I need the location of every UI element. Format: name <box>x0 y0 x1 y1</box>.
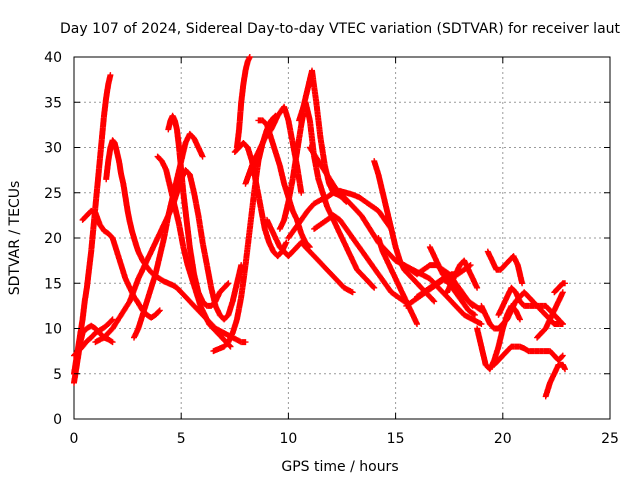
data-point-markers <box>255 117 313 251</box>
x-tick-label: 0 <box>70 431 79 447</box>
x-tick-label: 15 <box>387 431 405 447</box>
y-tick-label: 5 <box>53 367 62 383</box>
series-arc-9 <box>165 112 232 309</box>
series-arc-35 <box>551 280 568 296</box>
series-arc-31 <box>491 343 566 368</box>
x-tick-label: 25 <box>601 431 619 447</box>
y-tick-label: 40 <box>44 50 62 66</box>
series-arc-6 <box>92 167 245 346</box>
y-tick-label: 25 <box>44 186 62 202</box>
data-series <box>71 54 568 400</box>
data-point-markers <box>311 212 408 305</box>
series-arc-12 <box>231 140 290 260</box>
data-point-markers <box>79 207 163 321</box>
data-point-markers <box>484 248 526 287</box>
data-point-markers <box>542 361 568 400</box>
axis-ticks: 0 5 10 15 20 25 0 5 10 15 20 25 30 35 40 <box>44 50 619 447</box>
series-arc-14 <box>255 117 313 251</box>
x-tick-label: 10 <box>279 431 297 447</box>
y-tick-label: 10 <box>44 322 62 338</box>
y-tick-label: 30 <box>44 141 62 157</box>
series-arc-33 <box>534 289 566 341</box>
y-axis-label: SDTVAR / TECUs <box>7 181 23 296</box>
data-point-markers <box>551 280 568 296</box>
chart-title: Day 107 of 2024, Sidereal Day-to-day VTE… <box>60 21 621 37</box>
y-tick-label: 35 <box>44 95 62 111</box>
data-point-markers <box>264 216 356 296</box>
series-arc-15 <box>264 216 356 296</box>
series-arc-28 <box>484 248 526 287</box>
series-arc-32 <box>495 284 566 327</box>
y-tick-label: 15 <box>44 276 62 292</box>
data-point-markers <box>491 343 566 368</box>
x-tick-label: 5 <box>177 431 186 447</box>
series-arc-19 <box>311 212 408 305</box>
data-point-markers <box>92 167 245 346</box>
y-tick-label: 0 <box>53 412 62 428</box>
data-point-markers <box>534 289 566 341</box>
y-tick-label: 20 <box>44 231 62 247</box>
data-point-markers <box>165 112 232 309</box>
series-arc-34 <box>542 361 568 400</box>
series-arc-27 <box>444 257 481 296</box>
x-axis-label: GPS time / hours <box>281 459 398 475</box>
data-point-markers <box>444 257 481 296</box>
data-point-markers <box>495 284 566 327</box>
series-arc-4 <box>79 207 163 321</box>
data-point-markers <box>231 140 290 260</box>
x-tick-label: 20 <box>494 431 512 447</box>
